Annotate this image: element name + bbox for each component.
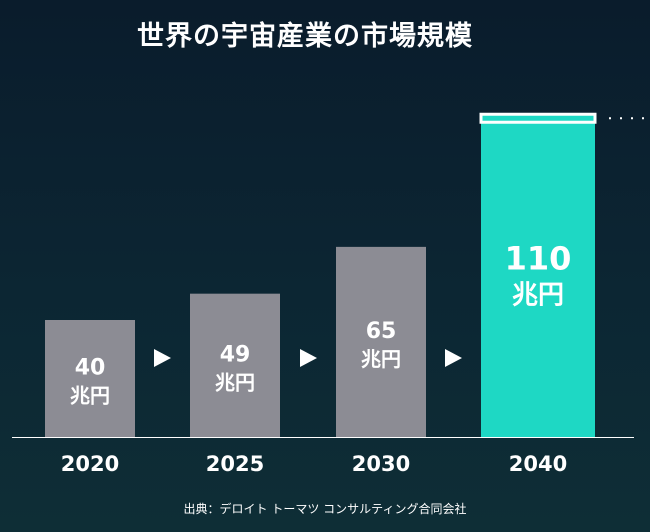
bar-2025 [190,293,280,437]
value-unit-2020: 兆円 [70,384,110,408]
x-tick-label-2040: 2040 [509,452,567,476]
value-label-2020: 40 [75,356,106,381]
source-note: 出典：デロイト トーマツ コンサルティング合同会社 [183,502,467,516]
value-unit-2030: 兆円 [361,347,401,371]
x-tick-label-2025: 2025 [206,452,264,476]
value-unit-2040: 兆円 [512,280,564,310]
chart-title: 世界の宇宙産業の市場規模 [137,21,473,52]
bar-2040 [481,115,595,437]
x-tick-label-2030: 2030 [352,452,410,476]
value-label-2030: 65 [366,319,397,344]
bar-2020 [45,320,135,437]
arrow-1 [154,349,171,367]
value-label-2025: 49 [220,342,251,367]
value-label-2040: 110 [505,239,572,277]
bar-2030 [336,246,426,437]
bar-cap-outline [479,112,597,124]
arrow-2 [300,349,317,367]
arrow-3 [445,349,462,367]
x-tick-label-2020: 2020 [61,452,119,476]
value-unit-2025: 兆円 [215,370,255,394]
